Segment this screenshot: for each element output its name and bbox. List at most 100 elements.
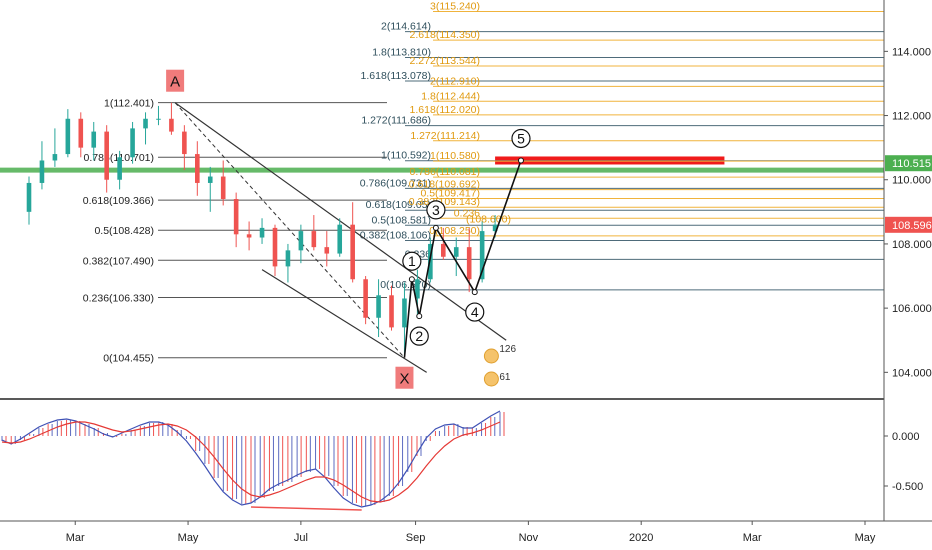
- pattern-point-box: [166, 69, 185, 92]
- oscillator-panel: [0, 398, 884, 511]
- ext-fib-label: (108.600): [466, 214, 511, 226]
- left-fib-label: 0.236(106.330): [83, 293, 154, 305]
- mid-fib-label: 0.382(108.106): [360, 230, 431, 242]
- candle-body: [453, 247, 459, 257]
- y-tick-label: 110.000: [892, 175, 931, 187]
- left-fib-label: 0(104.455): [103, 353, 154, 365]
- candle-body: [39, 160, 45, 183]
- left-fib-label: 0.5(108.428): [94, 225, 154, 237]
- candle-body: [479, 231, 485, 280]
- price-tag-label: 108.596: [892, 220, 932, 232]
- ext-fib-label: 1.618(112.020): [410, 104, 480, 116]
- candle-body: [52, 154, 58, 161]
- wave-label: 2: [415, 328, 423, 344]
- ext-fib-label: 0.382(109.143): [409, 196, 480, 208]
- candle-body: [130, 128, 135, 158]
- wave-label: 3: [432, 202, 440, 218]
- candle-body: [259, 227, 265, 238]
- osc-y-tick-label: -0.500: [892, 481, 923, 493]
- earnings-label: 61: [499, 372, 511, 383]
- price-tag: [885, 155, 932, 172]
- mid-fib-label: 1.618(113.078): [361, 70, 431, 82]
- candles: [26, 102, 498, 357]
- candle-body: [402, 298, 407, 328]
- mid-fib-label: 0.5(108.581): [371, 214, 431, 226]
- candle-body: [220, 176, 226, 199]
- wave-label-circle: [426, 200, 446, 220]
- x-tick-label: 2020: [629, 532, 653, 544]
- wave-point: [408, 276, 415, 283]
- ext-fib-label: 0.618(109.692): [409, 179, 480, 191]
- divergence-line: [250, 506, 362, 511]
- candle-body: [376, 295, 381, 318]
- mid-fib-label: 1(110.592): [381, 150, 431, 162]
- candle-body: [285, 250, 291, 267]
- y-tick-label: 106.000: [892, 303, 932, 315]
- osc-y-tick-label: 0.000: [892, 431, 920, 443]
- a-x-dashed: [174, 102, 405, 359]
- candle-body: [233, 199, 239, 235]
- earnings-label: 126: [499, 344, 516, 355]
- wave-path: [403, 160, 522, 358]
- wave-label: 4: [471, 304, 479, 320]
- candle-body: [337, 224, 343, 254]
- x-tick-label: Nov: [519, 532, 539, 544]
- candle-body: [169, 118, 174, 132]
- mid-fib-label: 1.272(111.686): [361, 115, 431, 127]
- x-tick-label: Sep: [406, 532, 426, 544]
- ext-fib-label: 2.272(113.544): [410, 55, 480, 67]
- candle-body: [492, 224, 498, 232]
- candle-body: [65, 118, 71, 155]
- x-tick-label: May: [855, 532, 876, 544]
- left-fib-label: 1(112.401): [104, 98, 154, 110]
- candle-body: [311, 231, 317, 248]
- channel-upper: [174, 102, 507, 341]
- mid-fib-label: 1.8(113.810): [372, 46, 431, 58]
- candle-body: [195, 154, 200, 183]
- ext-fib-label: 1.8(112.444): [421, 90, 480, 102]
- candle-body: [363, 279, 368, 318]
- price-tag: [885, 216, 932, 233]
- pattern: 1 2 3 4 5 A X 126 61: [166, 69, 531, 389]
- y-tick-label: 108.000: [892, 239, 932, 251]
- mid-fib-label: 0.618(109.05): [366, 199, 431, 211]
- ext-fib-label: 2(112.910): [430, 75, 480, 87]
- ext-fib-label: 0.5(109.417): [420, 187, 480, 199]
- pattern-point-label: A: [170, 74, 180, 91]
- x-tick-label: Mar: [743, 532, 762, 544]
- y-tick-label: 112.000: [892, 111, 931, 123]
- candle-body: [350, 224, 355, 280]
- candle-body: [182, 131, 187, 155]
- ext-fib-label: 2.618(114.350): [410, 29, 480, 41]
- left-fib-label: 0.618(109.366): [83, 195, 154, 207]
- candle-body: [104, 131, 109, 180]
- mid-fib-label: 0.786(109.731): [360, 177, 431, 189]
- earnings-marker: [483, 371, 499, 387]
- osc-line: [1, 410, 501, 508]
- x-tick-label: May: [178, 532, 199, 544]
- wave-label-circle: [465, 302, 485, 322]
- candle-body: [207, 176, 213, 183]
- candle-body: [26, 182, 32, 212]
- channel-lower: [261, 269, 427, 373]
- left-fib-label: 0.382(107.490): [83, 255, 154, 267]
- candle-body: [324, 247, 330, 254]
- osc-line: [1, 421, 501, 503]
- pattern-point-label: X: [399, 371, 409, 388]
- ext-fib-label: 0.786(110.081): [410, 166, 480, 178]
- candle-body: [143, 118, 148, 129]
- x-tick-label: Mar: [66, 532, 85, 544]
- mid-fib-label: 2(114.614): [381, 21, 431, 33]
- candle-body: [441, 243, 446, 257]
- y-tick-label: 104.000: [892, 367, 932, 379]
- wave-point: [471, 289, 478, 296]
- wave-point: [416, 313, 423, 320]
- wave-label-circle: [511, 128, 531, 149]
- candle-body: [246, 234, 252, 238]
- price-tag-label: 110.515: [892, 158, 931, 170]
- wave-label-circle: [409, 326, 429, 346]
- x-tick-label: Jul: [294, 532, 308, 544]
- wave-label: 1: [408, 253, 416, 269]
